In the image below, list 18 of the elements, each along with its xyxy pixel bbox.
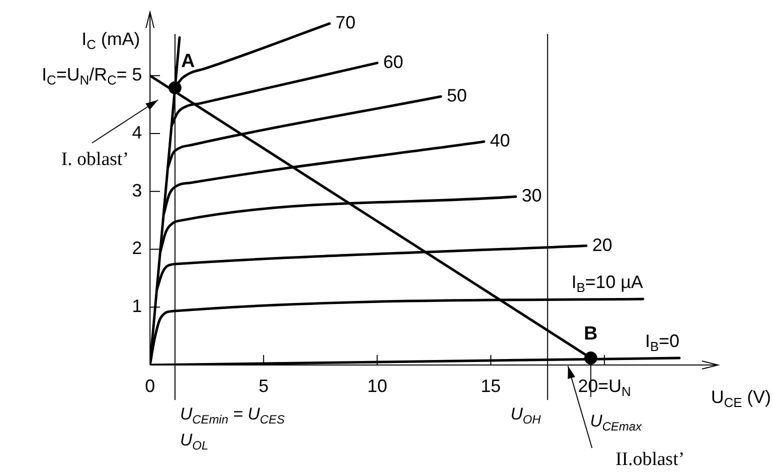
series-label: 40 — [490, 130, 510, 151]
y-tick-label: 4 — [132, 122, 142, 142]
text: I. oblast’ — [61, 148, 129, 170]
text: II.oblast’ — [615, 448, 685, 470]
y-tick-label: 3 — [132, 180, 142, 200]
annotation: B — [584, 323, 598, 344]
annotation: A — [181, 51, 196, 72]
series-label: 20 — [592, 234, 612, 255]
x-tick-label: 5 — [258, 376, 269, 396]
x-tick-label: 0 — [144, 376, 156, 396]
x-tick-label: 10 — [367, 376, 388, 396]
series-label: 50 — [446, 85, 467, 106]
series-label: 30 — [522, 186, 542, 206]
series-label: 60 — [383, 52, 404, 72]
x-tick-label: 15 — [480, 376, 501, 396]
y-tick-label: 2 — [132, 238, 142, 258]
y-tick-label: 1 — [132, 296, 142, 316]
series-label: 70 — [335, 12, 356, 33]
